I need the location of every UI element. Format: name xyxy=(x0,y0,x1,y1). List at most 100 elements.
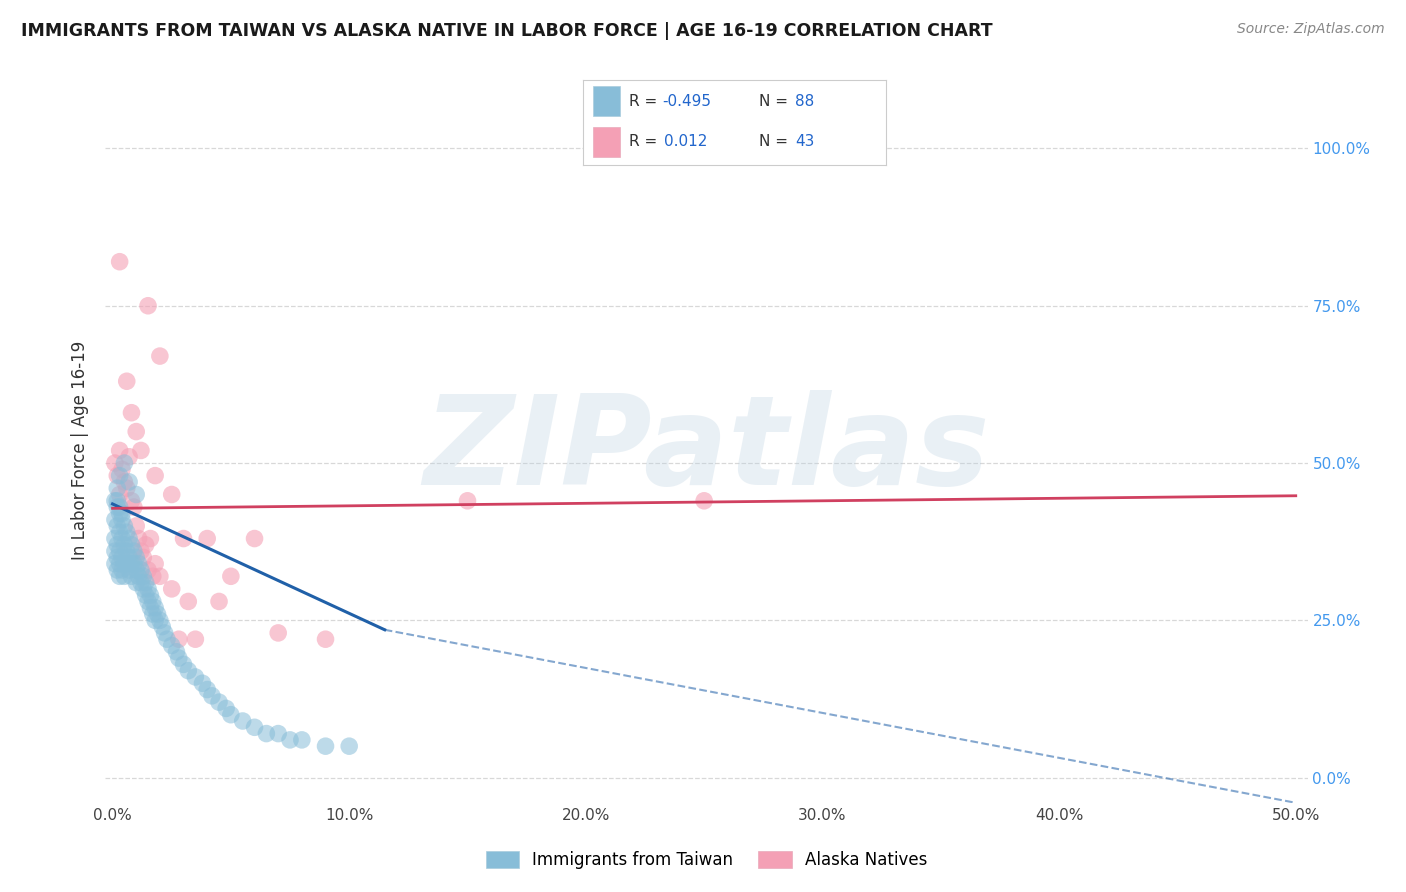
Text: R =: R = xyxy=(628,94,662,109)
Point xyxy=(108,557,131,571)
Point xyxy=(128,532,150,546)
Point xyxy=(315,739,337,754)
Text: -0.495: -0.495 xyxy=(662,94,711,109)
Point xyxy=(165,645,187,659)
Point xyxy=(115,557,138,571)
Point xyxy=(125,487,148,501)
Point xyxy=(139,600,162,615)
Point xyxy=(104,493,127,508)
Point xyxy=(267,726,290,740)
Point xyxy=(149,613,172,627)
Point xyxy=(150,620,173,634)
Point xyxy=(337,739,360,754)
Point xyxy=(143,468,166,483)
Point xyxy=(115,374,138,388)
Point xyxy=(219,569,242,583)
Point xyxy=(173,657,195,672)
Point xyxy=(111,550,134,565)
Text: 88: 88 xyxy=(796,94,814,109)
Point xyxy=(128,557,150,571)
Point xyxy=(132,550,155,565)
Point xyxy=(184,670,207,684)
Point xyxy=(177,664,200,678)
Point xyxy=(149,569,172,583)
Point xyxy=(457,493,479,508)
Point xyxy=(112,569,135,583)
Text: 0.012: 0.012 xyxy=(664,134,707,149)
Point xyxy=(121,557,143,571)
Point xyxy=(167,651,190,665)
Point xyxy=(139,532,162,546)
Point xyxy=(111,462,134,476)
Point xyxy=(243,720,266,734)
Point xyxy=(129,544,152,558)
Point xyxy=(136,563,159,577)
Point xyxy=(125,575,148,590)
Point xyxy=(142,607,165,621)
Point xyxy=(104,513,127,527)
Point xyxy=(104,557,127,571)
Point xyxy=(693,493,716,508)
Point xyxy=(111,507,134,521)
Point xyxy=(136,299,159,313)
Y-axis label: In Labor Force | Age 16-19: In Labor Force | Age 16-19 xyxy=(72,341,90,560)
Point xyxy=(160,487,183,501)
Point xyxy=(115,525,138,540)
Point xyxy=(132,582,155,596)
Point xyxy=(135,538,157,552)
Point xyxy=(112,538,135,552)
Point xyxy=(291,732,314,747)
Point xyxy=(115,481,138,495)
Point xyxy=(215,701,238,715)
Point xyxy=(105,500,128,514)
Point xyxy=(146,607,169,621)
Point xyxy=(254,726,277,740)
Point xyxy=(191,676,214,690)
Point xyxy=(112,456,135,470)
Point xyxy=(219,707,242,722)
Point xyxy=(121,493,143,508)
Point xyxy=(121,406,143,420)
Point xyxy=(105,468,128,483)
Point xyxy=(160,582,183,596)
Point xyxy=(108,468,131,483)
Point xyxy=(208,695,231,709)
Text: R =: R = xyxy=(628,134,666,149)
Point xyxy=(104,532,127,546)
Point xyxy=(104,456,127,470)
Point xyxy=(121,538,143,552)
Point xyxy=(118,532,141,546)
Point xyxy=(118,450,141,464)
Point xyxy=(149,349,172,363)
Point xyxy=(111,563,134,577)
Bar xyxy=(592,87,620,116)
Point xyxy=(112,475,135,489)
Text: Source: ZipAtlas.com: Source: ZipAtlas.com xyxy=(1237,22,1385,37)
Point xyxy=(105,519,128,533)
Point xyxy=(112,557,135,571)
Point xyxy=(108,525,131,540)
Point xyxy=(105,493,128,508)
Text: IMMIGRANTS FROM TAIWAN VS ALASKA NATIVE IN LABOR FORCE | AGE 16-19 CORRELATION C: IMMIGRANTS FROM TAIWAN VS ALASKA NATIVE … xyxy=(21,22,993,40)
Point xyxy=(195,682,218,697)
Point xyxy=(243,532,266,546)
Point xyxy=(136,594,159,608)
Point xyxy=(108,254,131,268)
Point xyxy=(201,689,224,703)
Point xyxy=(105,538,128,552)
Point xyxy=(143,613,166,627)
Legend: Immigrants from Taiwan, Alaska Natives: Immigrants from Taiwan, Alaska Natives xyxy=(479,844,934,876)
Point xyxy=(136,582,159,596)
Point xyxy=(208,594,231,608)
Point xyxy=(156,632,179,647)
Bar xyxy=(592,127,620,157)
Point xyxy=(125,519,148,533)
Point xyxy=(108,507,131,521)
Point xyxy=(129,575,152,590)
Point xyxy=(143,600,166,615)
Point xyxy=(115,544,138,558)
Point xyxy=(128,569,150,583)
Point xyxy=(167,632,190,647)
Point xyxy=(129,443,152,458)
Point xyxy=(108,544,131,558)
